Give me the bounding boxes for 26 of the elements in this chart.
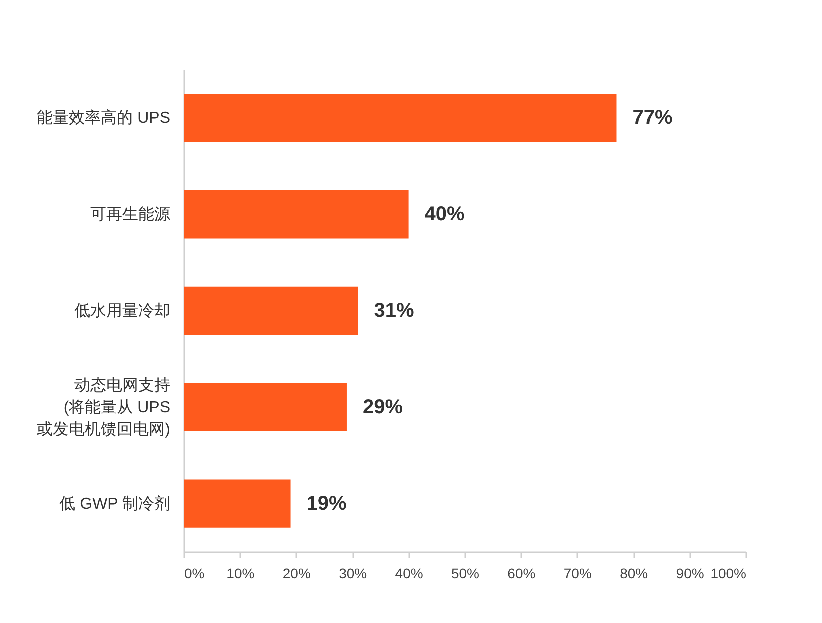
data-label: 40% [424,204,466,226]
bar [184,190,409,239]
x-tick-label: 30% [339,566,368,582]
y-tick-label: 低 GWP 制冷剂 [60,494,170,513]
bar [184,94,617,142]
y-tick-label: 能量效率高的 UPS [37,109,170,128]
x-tick-label: 50% [451,566,480,582]
y-tick-label: 可再生能源 [90,206,170,224]
bar [184,286,358,336]
x-tick-label: 40% [395,566,424,582]
x-tick-label: 20% [282,566,311,582]
y-tick-label: 动态电网支持 (将能量从 UPS 或发电机馈回电网) [37,376,170,438]
y-tick-label: 低水用量冷却 [74,302,170,320]
x-tick-label: 90% [676,566,704,582]
data-label: 77% [632,107,673,130]
x-tick-label: 80% [620,566,648,582]
data-label: 29% [362,396,404,418]
x-tick-label: 100% [710,566,746,582]
data-label: 31% [374,300,414,322]
data-label: 19% [306,492,348,515]
bar [184,480,291,528]
bar [184,383,347,432]
x-tick-label: 10% [226,566,255,582]
x-tick-label: 70% [564,566,592,582]
x-tick-label: 60% [508,566,536,582]
x-tick-label: 0% [184,566,205,582]
